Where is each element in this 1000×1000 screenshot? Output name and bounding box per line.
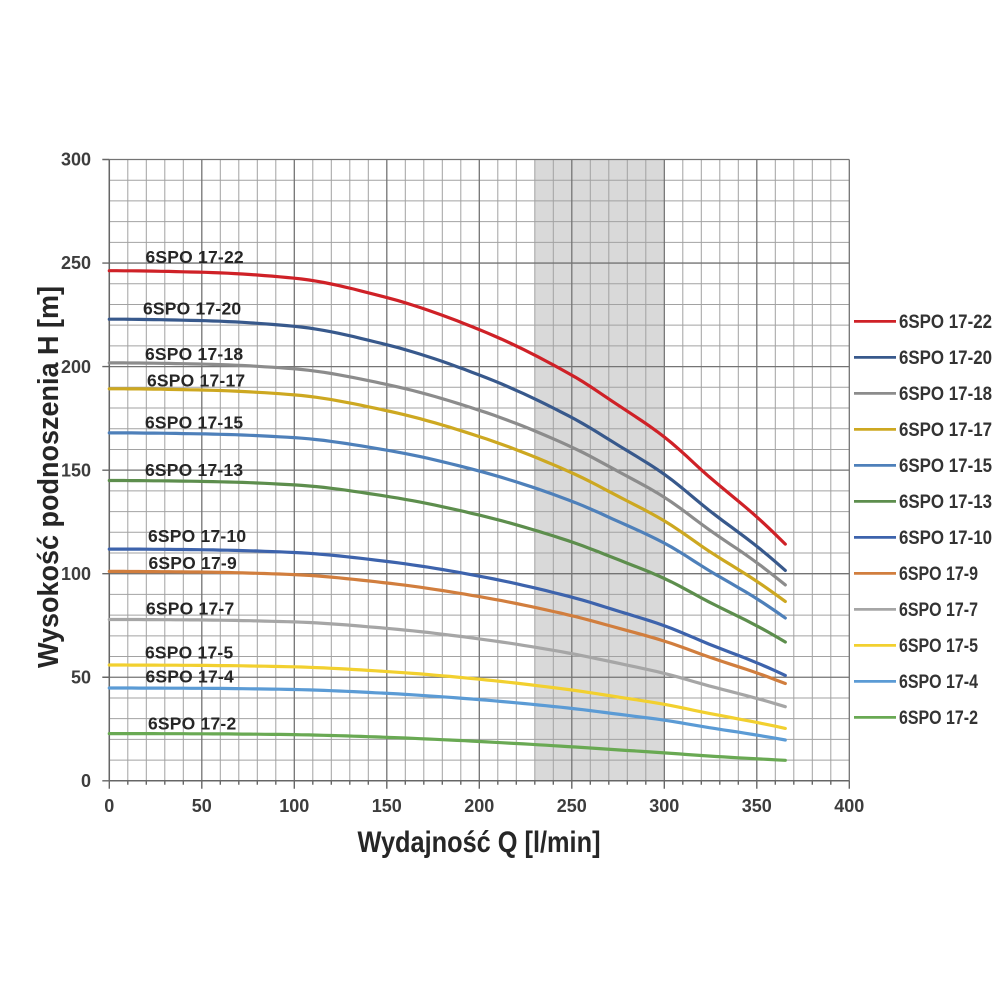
svg-text:350: 350 [742, 796, 772, 816]
svg-text:6SPO 17-15: 6SPO 17-15 [899, 456, 992, 477]
svg-text:6SPO 17-22: 6SPO 17-22 [146, 247, 244, 267]
svg-text:6SPO 17-5: 6SPO 17-5 [899, 636, 978, 657]
svg-text:150: 150 [372, 796, 402, 816]
svg-text:300: 300 [61, 150, 91, 170]
svg-text:6SPO 17-18: 6SPO 17-18 [145, 344, 243, 364]
svg-text:50: 50 [192, 796, 212, 816]
svg-text:6SPO 17-7: 6SPO 17-7 [146, 599, 234, 619]
svg-text:6SPO 17-17: 6SPO 17-17 [899, 420, 992, 441]
svg-text:6SPO 17-2: 6SPO 17-2 [148, 714, 236, 734]
svg-text:100: 100 [61, 564, 91, 584]
svg-text:6SPO 17-7: 6SPO 17-7 [899, 600, 978, 621]
svg-text:6SPO 17-22: 6SPO 17-22 [899, 312, 992, 333]
svg-text:150: 150 [61, 460, 91, 480]
svg-text:6SPO 17-10: 6SPO 17-10 [148, 526, 246, 546]
svg-text:6SPO 17-13: 6SPO 17-13 [145, 460, 243, 480]
svg-text:6SPO 17-13: 6SPO 17-13 [899, 492, 992, 513]
svg-text:400: 400 [834, 796, 864, 816]
svg-text:0: 0 [81, 771, 91, 791]
svg-text:0: 0 [104, 796, 114, 816]
svg-text:6SPO 17-15: 6SPO 17-15 [145, 413, 243, 433]
svg-text:50: 50 [71, 668, 91, 688]
svg-text:6SPO 17-17: 6SPO 17-17 [147, 371, 245, 391]
svg-text:300: 300 [649, 796, 679, 816]
svg-text:6SPO 17-20: 6SPO 17-20 [899, 348, 992, 369]
svg-text:6SPO 17-10: 6SPO 17-10 [899, 528, 992, 549]
svg-text:6SPO 17-20: 6SPO 17-20 [143, 299, 241, 319]
svg-text:6SPO 17-5: 6SPO 17-5 [145, 643, 233, 663]
svg-text:250: 250 [61, 253, 91, 273]
svg-text:6SPO 17-9: 6SPO 17-9 [149, 553, 237, 573]
svg-text:Wydajność Q [l/min]: Wydajność Q [l/min] [358, 826, 601, 859]
svg-text:6SPO 17-4: 6SPO 17-4 [146, 667, 234, 687]
svg-text:200: 200 [61, 357, 91, 377]
svg-text:6SPO 17-4: 6SPO 17-4 [899, 672, 978, 693]
svg-text:Wysokość podnoszenia H [m]: Wysokość podnoszenia H [m] [33, 286, 65, 668]
svg-text:6SPO 17-18: 6SPO 17-18 [899, 384, 992, 405]
svg-text:100: 100 [279, 796, 309, 816]
svg-text:200: 200 [464, 796, 494, 816]
svg-text:6SPO 17-2: 6SPO 17-2 [899, 708, 978, 729]
svg-text:250: 250 [557, 796, 587, 816]
svg-text:6SPO 17-9: 6SPO 17-9 [899, 564, 978, 585]
